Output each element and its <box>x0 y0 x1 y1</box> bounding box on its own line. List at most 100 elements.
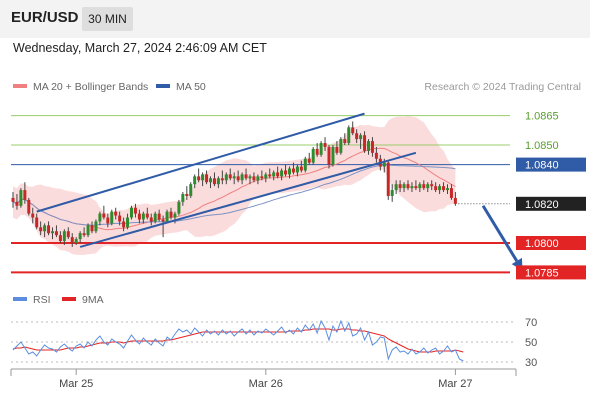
candle <box>307 152 311 165</box>
candle-body <box>244 174 248 179</box>
x-tick-label: Mar 25 <box>59 378 93 390</box>
level-label-support: 1.0785 <box>525 267 559 279</box>
candle <box>149 213 153 226</box>
candle-body <box>272 172 276 177</box>
candle-body <box>228 174 232 179</box>
legend-ma20: MA 20 + Bollinger Bands <box>33 81 148 93</box>
candle <box>153 211 157 224</box>
candle <box>434 182 438 193</box>
candle <box>201 172 205 187</box>
legend-rsi-swatch <box>13 297 27 301</box>
candle <box>303 156 307 173</box>
candle <box>133 203 137 218</box>
candle <box>39 221 43 236</box>
candle-body <box>70 237 74 243</box>
candle-body <box>165 211 169 222</box>
candle-body <box>19 190 23 206</box>
candle <box>268 168 272 179</box>
candle-body <box>43 225 47 232</box>
candle-body <box>434 186 438 191</box>
x-axis-ticks: Mar 25 Mar 26 Mar 27 <box>59 369 473 390</box>
candle <box>236 170 240 183</box>
level-label-box-resistance <box>516 138 586 152</box>
candle-body <box>335 146 339 153</box>
candle <box>351 121 355 136</box>
candle <box>414 180 418 191</box>
candle <box>406 180 410 191</box>
candle-body <box>410 186 414 189</box>
candle-body <box>133 207 137 214</box>
candle <box>256 174 260 185</box>
candle <box>216 176 220 189</box>
candle <box>284 164 288 177</box>
candle-body <box>58 235 62 242</box>
candle-body <box>157 213 161 220</box>
candle-body <box>78 233 82 240</box>
candle <box>339 137 343 155</box>
candle <box>98 211 102 226</box>
candle-body <box>370 141 374 153</box>
candle <box>370 137 374 157</box>
level-labels: 1.0865 1.0850 1.0840 1.0820 1.0800 1.0785 <box>516 108 586 280</box>
candle <box>70 233 74 247</box>
candle <box>418 182 422 193</box>
candle-body <box>347 127 351 144</box>
candle <box>137 209 141 224</box>
candle-body <box>212 178 216 185</box>
rsi-tick-label: 70 <box>525 317 537 329</box>
candle <box>189 182 193 198</box>
candle <box>126 213 130 230</box>
candle-body <box>193 176 197 185</box>
symbol-label: EUR/USD <box>11 9 79 26</box>
candle-body <box>236 176 240 181</box>
candle-body <box>114 211 118 216</box>
candle <box>410 182 414 193</box>
trendline-lower <box>79 151 417 248</box>
candle <box>209 176 212 189</box>
candle-body <box>339 139 343 153</box>
candle-body <box>331 146 335 165</box>
candle-body <box>15 201 19 206</box>
candle <box>62 229 66 245</box>
candle <box>94 219 98 234</box>
candle <box>224 172 228 185</box>
candle-body <box>295 166 299 173</box>
candle <box>319 141 323 157</box>
candle <box>15 194 19 210</box>
candle-body <box>264 174 268 179</box>
legend-ma20-swatch <box>13 84 27 88</box>
forecast-arrow-shaft <box>481 204 519 262</box>
candle-body <box>66 231 70 238</box>
chart-header: EUR/USD 30 MIN <box>0 0 590 38</box>
candle <box>169 207 173 220</box>
candle-body <box>430 184 434 187</box>
candle <box>82 227 86 238</box>
candle <box>78 231 82 243</box>
candle-body <box>363 135 367 151</box>
candle-body <box>90 225 94 232</box>
candle-body <box>94 221 98 232</box>
candle <box>438 184 442 194</box>
candle <box>54 225 58 238</box>
candle-body <box>280 170 284 177</box>
candle <box>327 145 331 169</box>
candle <box>35 213 39 230</box>
candle <box>291 162 295 175</box>
candle-body <box>248 176 252 179</box>
candle <box>343 133 347 145</box>
candle <box>220 170 224 185</box>
trendline-upper <box>36 112 365 213</box>
candle-body <box>276 172 280 177</box>
candle-body <box>382 162 386 167</box>
candle-body <box>268 174 272 177</box>
timeframe-button[interactable]: 30 MIN <box>82 7 133 31</box>
candle-body <box>149 217 153 222</box>
candle <box>244 168 248 181</box>
candle-body <box>106 217 110 224</box>
candle-body <box>394 184 398 191</box>
candle-body <box>446 188 449 191</box>
candle-body <box>197 176 201 181</box>
trendlines <box>36 112 417 248</box>
candle <box>19 188 23 208</box>
